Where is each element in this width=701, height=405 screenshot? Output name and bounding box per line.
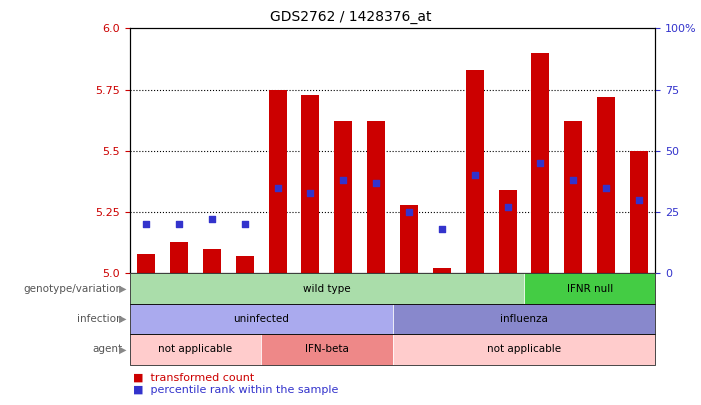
Text: wild type: wild type [303, 284, 350, 294]
Point [206, 216, 217, 223]
Text: not applicable: not applicable [487, 344, 561, 354]
Bar [236, 256, 254, 273]
Text: ■  percentile rank within the sample: ■ percentile rank within the sample [133, 385, 339, 395]
Point [338, 177, 349, 183]
Bar [203, 249, 221, 273]
Point [502, 204, 513, 211]
Text: IFN-beta: IFN-beta [305, 344, 349, 354]
Bar [334, 122, 353, 273]
Bar [465, 70, 484, 273]
Bar [400, 205, 418, 273]
Point [371, 179, 382, 186]
Bar [137, 254, 155, 273]
Text: ▶: ▶ [118, 284, 126, 294]
Bar [301, 94, 320, 273]
Point [140, 221, 151, 228]
Point [305, 189, 316, 196]
Point [436, 226, 447, 232]
Text: ▶: ▶ [118, 344, 126, 354]
Text: IFNR null: IFNR null [566, 284, 613, 294]
Text: ▶: ▶ [118, 314, 126, 324]
Text: influenza: influenza [500, 314, 548, 324]
Bar [433, 269, 451, 273]
Bar [597, 97, 615, 273]
Point [403, 209, 414, 215]
Point [239, 221, 250, 228]
Text: not applicable: not applicable [158, 344, 233, 354]
Point [173, 221, 184, 228]
Bar [170, 241, 188, 273]
Text: genotype/variation: genotype/variation [24, 284, 123, 294]
Text: infection: infection [77, 314, 123, 324]
Text: ■  transformed count: ■ transformed count [133, 373, 254, 383]
Point [568, 177, 579, 183]
Point [634, 197, 645, 203]
Bar [564, 122, 583, 273]
Point [469, 172, 480, 179]
Text: uninfected: uninfected [233, 314, 289, 324]
Bar [630, 151, 648, 273]
Bar [367, 122, 385, 273]
Point [535, 160, 546, 166]
Bar [498, 190, 517, 273]
Bar [268, 90, 287, 273]
Point [601, 184, 612, 191]
Text: agent: agent [93, 344, 123, 354]
Bar [531, 53, 550, 273]
Point [272, 184, 283, 191]
Text: GDS2762 / 1428376_at: GDS2762 / 1428376_at [270, 10, 431, 24]
